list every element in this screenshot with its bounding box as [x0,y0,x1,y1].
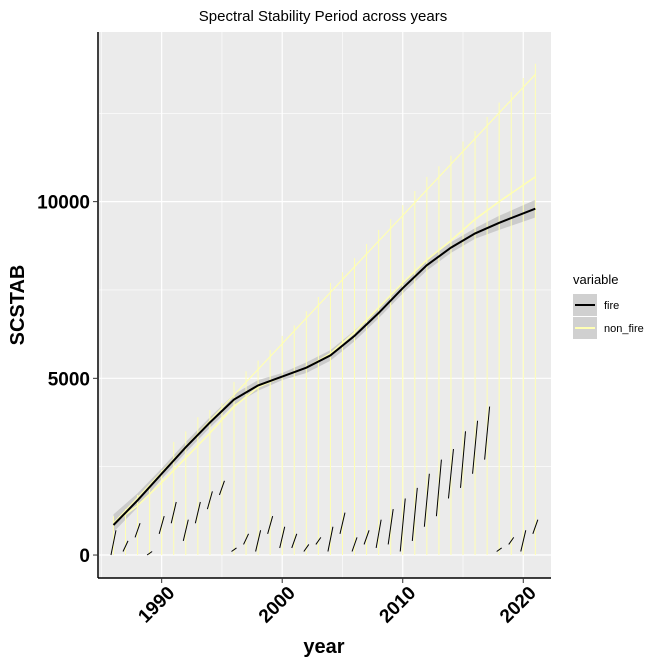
fire-segments [110,406,539,556]
fire-segment [218,480,225,496]
y-tick-label: 5000 [48,369,90,390]
fire-segment [375,519,382,549]
fire-segment [291,533,298,549]
fire-segment [170,501,177,524]
fire-segment [303,544,310,552]
fire-segment [110,530,117,556]
fire-segment [231,547,237,552]
fire-segment [122,540,129,552]
y-axis-label: SCSTAB [7,265,29,346]
y-tick-label: 0 [79,546,90,567]
fire-segment [206,491,213,510]
fire-segment [460,431,467,488]
x-axis-label: year [303,636,344,658]
fire-segment [435,459,442,517]
legend-label-non-fire: non_fire [604,323,644,335]
fire-segment [411,487,418,541]
fire-segment [134,523,141,538]
chart-title: Spectral Stability Period across years [199,8,447,25]
fire-segment [447,448,454,499]
fire-segment [255,530,262,552]
fire-segment [146,551,153,556]
fire-segment [363,530,370,545]
fire-segment [532,519,539,534]
legend-label-fire: fire [604,300,619,312]
fire-segment [496,547,502,552]
fire-segment [508,537,515,545]
fire-segment [182,519,189,542]
legend-title: variable [573,272,619,287]
fire-segment [520,530,527,552]
fire-segment [339,512,346,534]
fire-segment [423,473,430,527]
fire-segment [472,420,479,474]
fire-segment [194,501,201,524]
y-tick-label: 10000 [37,193,90,214]
fire-segment [484,406,491,460]
fire-smooth-line [112,207,536,526]
fire-segment [399,498,406,552]
smooth-lines [112,73,536,526]
legend: variable fire non_fire [573,272,644,339]
fire-segment [387,509,394,545]
fire-segment [267,516,274,534]
fire-segment [351,537,358,552]
fire-segment [327,526,334,552]
y-axis-ticks: 0 5000 10000 [37,193,98,567]
fire-segment [315,537,322,545]
plot-panel [99,32,551,578]
fire-segment [243,533,250,545]
fire-segment [158,516,165,534]
fire-segment [279,526,286,549]
